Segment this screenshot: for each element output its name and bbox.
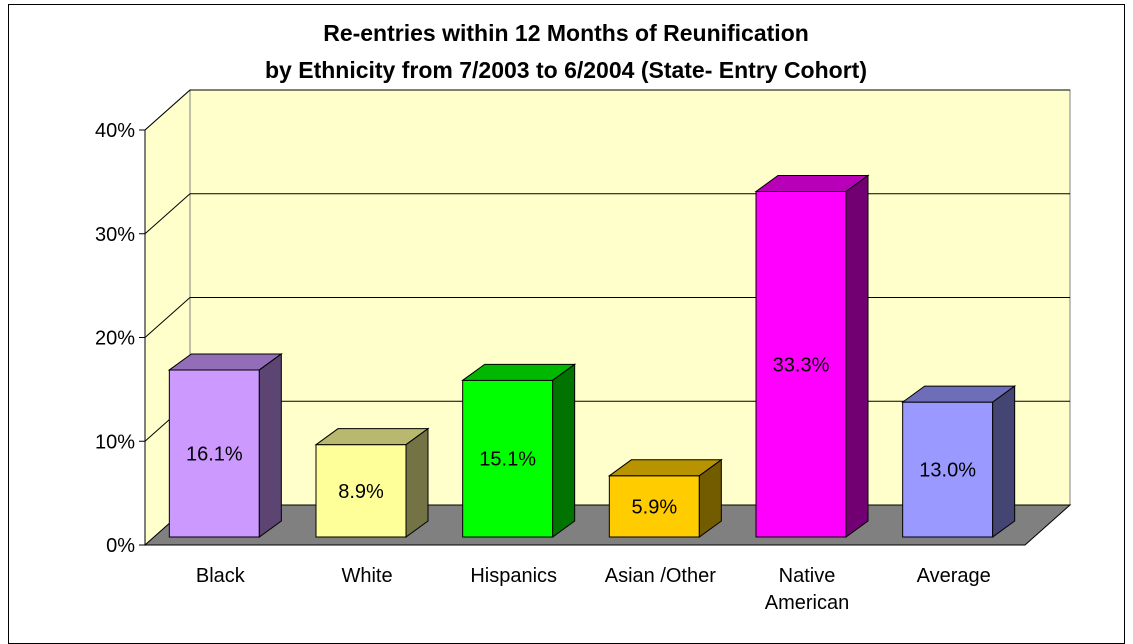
category-label-line: White xyxy=(341,565,392,587)
category-label-line: American xyxy=(765,592,849,614)
bar-side xyxy=(405,427,429,538)
bar-front xyxy=(168,369,260,538)
bar: 13.0% xyxy=(901,385,1017,538)
y-tick-label: 10% xyxy=(95,431,135,453)
bar: 8.9% xyxy=(314,427,430,538)
data-label: 33.3% xyxy=(773,354,830,376)
category-label-line: Average xyxy=(917,565,991,587)
y-tick-label: 30% xyxy=(95,224,135,246)
y-tick-label: 0% xyxy=(106,535,135,557)
bar: 15.1% xyxy=(461,363,577,538)
bar-side xyxy=(992,385,1016,538)
gridlines xyxy=(144,89,1070,442)
category-label: Average xyxy=(917,565,991,587)
chart-subtitle: by Ethnicity from 7/2003 to 6/2004 (Stat… xyxy=(265,57,867,83)
bar-front xyxy=(608,475,700,538)
bar-side xyxy=(258,352,282,538)
gridline-diagonal xyxy=(144,193,191,235)
data-label: 15.1% xyxy=(479,449,536,471)
gridline-diagonal xyxy=(144,89,191,131)
gridline-diagonal xyxy=(144,297,191,338)
y-tick-label: 20% xyxy=(95,328,135,350)
bar-side xyxy=(698,458,722,538)
chart-title: Re-entries within 12 Months of Reunifica… xyxy=(323,20,809,46)
bar-front xyxy=(755,191,847,538)
category-label: Hispanics xyxy=(470,565,557,587)
bar-side xyxy=(552,363,576,538)
bar-front xyxy=(315,444,407,538)
category-label-line: Asian /Other xyxy=(605,565,717,587)
x-axis-categories: Black White Hispanics Asian /Other Native Ame… xyxy=(196,565,991,614)
category-label-line: Black xyxy=(196,565,246,587)
data-label: 16.1% xyxy=(186,443,243,465)
category-label-line: Hispanics xyxy=(470,565,557,587)
category-label: Native American xyxy=(765,565,849,614)
bars: 16.1% 8.9% 15.1% 5.9% 33.3% 13.0% xyxy=(167,174,1017,538)
category-label-line: Native xyxy=(779,565,836,587)
bar: 16.1% xyxy=(167,352,283,538)
data-label: 5.9% xyxy=(632,496,678,518)
bar-side xyxy=(845,174,869,538)
bar: 5.9% xyxy=(607,458,723,538)
y-tick-label: 40% xyxy=(95,120,135,142)
bar: 33.3% xyxy=(754,174,870,538)
category-label: Black xyxy=(196,565,246,587)
bar-front xyxy=(902,401,994,538)
y-axis-ticks: 0% 10% 20% 30% 40% xyxy=(95,120,146,557)
bar-chart: 16.1% 8.9% 15.1% 5.9% 33.3% 13.0% 0% 10% 20% 30%… xyxy=(95,20,1072,614)
category-label: Asian /Other xyxy=(605,565,717,587)
category-label: White xyxy=(341,565,392,587)
data-label: 13.0% xyxy=(919,460,976,482)
data-label: 8.9% xyxy=(338,481,384,503)
